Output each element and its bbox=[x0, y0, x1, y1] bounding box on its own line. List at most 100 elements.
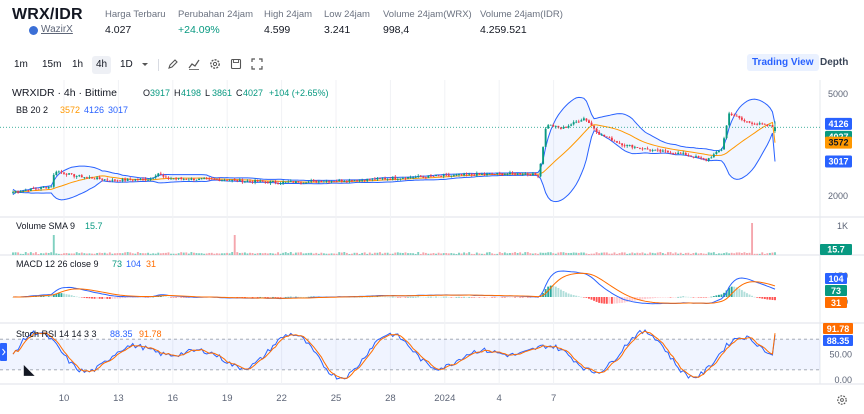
panel-collapse-handle[interactable] bbox=[0, 343, 7, 361]
macd-hist-bar bbox=[175, 297, 178, 298]
volume-bar bbox=[249, 252, 251, 255]
macd-hist-bar bbox=[636, 297, 639, 301]
candle-body bbox=[271, 181, 274, 183]
macd-hist-bar bbox=[531, 297, 534, 298]
bb-legend-lower: 3017 bbox=[108, 105, 128, 115]
stoch-k-tag-bg bbox=[823, 335, 853, 346]
volume-bar bbox=[57, 253, 60, 255]
chevron-down-icon[interactable] bbox=[138, 57, 152, 71]
candle-body bbox=[600, 134, 603, 136]
volume-bar bbox=[83, 253, 86, 255]
macd-hist-bar bbox=[93, 297, 96, 299]
volume-bar bbox=[356, 252, 358, 255]
candle-body bbox=[582, 118, 585, 121]
candle-body bbox=[516, 173, 519, 175]
candle-body bbox=[307, 181, 310, 183]
volume-bar bbox=[376, 252, 379, 255]
chart-settings-icon[interactable] bbox=[837, 395, 847, 405]
macd-hist-bar bbox=[379, 296, 381, 298]
macd-hist-bar bbox=[404, 297, 407, 298]
macd-hist-bar bbox=[580, 296, 583, 298]
macd-hist-bar bbox=[177, 297, 180, 298]
ohlc-key: H bbox=[174, 88, 181, 98]
candle-body bbox=[435, 175, 438, 176]
candle-body bbox=[664, 150, 667, 152]
macd-hist-bar bbox=[758, 297, 761, 299]
candle-body bbox=[289, 181, 292, 183]
macd-hist-bar bbox=[108, 297, 111, 299]
volume-bar bbox=[417, 252, 420, 255]
line-chart-icon[interactable] bbox=[187, 57, 201, 71]
volume-bar bbox=[506, 253, 509, 255]
candle-body bbox=[603, 134, 606, 137]
volume-bar bbox=[198, 253, 200, 255]
macd-hist-bar bbox=[78, 296, 81, 298]
candle-body bbox=[567, 125, 570, 128]
volume-bar bbox=[483, 253, 486, 255]
volume-bar bbox=[307, 252, 310, 255]
volume-bar bbox=[475, 252, 478, 255]
volume-bar bbox=[537, 253, 539, 255]
candle-body bbox=[409, 177, 412, 179]
chart-settings-icon-center[interactable] bbox=[840, 398, 844, 402]
volume-bar bbox=[157, 252, 160, 255]
volume-bar bbox=[70, 253, 73, 255]
volume-bar bbox=[631, 252, 634, 255]
candle-body bbox=[185, 179, 188, 180]
pencil-icon[interactable] bbox=[166, 57, 180, 71]
save-icon[interactable] bbox=[229, 57, 243, 71]
volume-bar bbox=[445, 252, 448, 255]
candle-body bbox=[710, 157, 713, 159]
macd-hist-bar bbox=[246, 297, 249, 298]
volume-bar bbox=[277, 252, 279, 255]
candle-body bbox=[748, 121, 751, 123]
candle-body bbox=[514, 173, 517, 175]
symbol-legend: WRXIDR · 4h · Bittime bbox=[12, 87, 117, 99]
volume-bar bbox=[493, 253, 496, 255]
time-axis-tick: 22 bbox=[276, 393, 287, 404]
volume-bar bbox=[519, 252, 522, 255]
tab-trading-view[interactable]: Trading View bbox=[747, 54, 819, 71]
candle-body bbox=[238, 179, 241, 182]
macd-hist-bar bbox=[282, 297, 285, 298]
timeframe-1h[interactable]: 1h bbox=[72, 59, 84, 70]
macd-hist-bar bbox=[661, 297, 664, 298]
settings-icon[interactable] bbox=[208, 57, 222, 71]
macd-hist-bar bbox=[435, 296, 438, 298]
candle-body bbox=[121, 179, 124, 182]
timeframe-1d[interactable]: 1D bbox=[120, 59, 133, 70]
chart-area[interactable]: WRXIDR · 4h · Bittime O 3917 H 4198 L 3861 C 402… bbox=[0, 80, 864, 414]
candle-body bbox=[60, 171, 63, 173]
timeframe-15m[interactable]: 15m bbox=[42, 59, 62, 70]
volume-bar bbox=[73, 253, 76, 255]
candle-body bbox=[480, 174, 483, 175]
macd-hist-bar bbox=[524, 297, 527, 298]
macd-hist-bar bbox=[740, 290, 743, 297]
tab-depth[interactable]: Depth bbox=[820, 57, 849, 68]
macd-hist-bar bbox=[687, 296, 690, 298]
volume-bar bbox=[315, 252, 318, 255]
candle-body bbox=[501, 173, 504, 176]
stoch-legend-d: 91.78 bbox=[139, 329, 162, 339]
candle-body bbox=[330, 181, 333, 183]
timeframe-4h[interactable]: 4h bbox=[92, 56, 112, 74]
volume-bar bbox=[529, 253, 532, 255]
candle-body bbox=[725, 125, 728, 139]
candle-body bbox=[450, 175, 453, 177]
candle-body bbox=[478, 173, 481, 175]
exchange-link[interactable]: WazirX bbox=[41, 24, 73, 35]
macd-hist-bar bbox=[121, 297, 124, 299]
volume-bar bbox=[582, 252, 585, 255]
candle-body bbox=[37, 188, 40, 190]
timeframe-1m[interactable]: 1m bbox=[14, 59, 28, 70]
volume-bar bbox=[338, 252, 341, 255]
candle-body bbox=[707, 158, 710, 161]
volume-bar bbox=[256, 253, 259, 255]
volume-bar bbox=[572, 252, 575, 255]
candle-body bbox=[735, 115, 738, 117]
volume-bar bbox=[412, 253, 415, 255]
fullscreen-icon[interactable] bbox=[250, 57, 264, 71]
chevron-right-icon[interactable] bbox=[2, 348, 6, 356]
macd-hist-bar bbox=[164, 296, 167, 297]
candle-body bbox=[768, 125, 771, 127]
